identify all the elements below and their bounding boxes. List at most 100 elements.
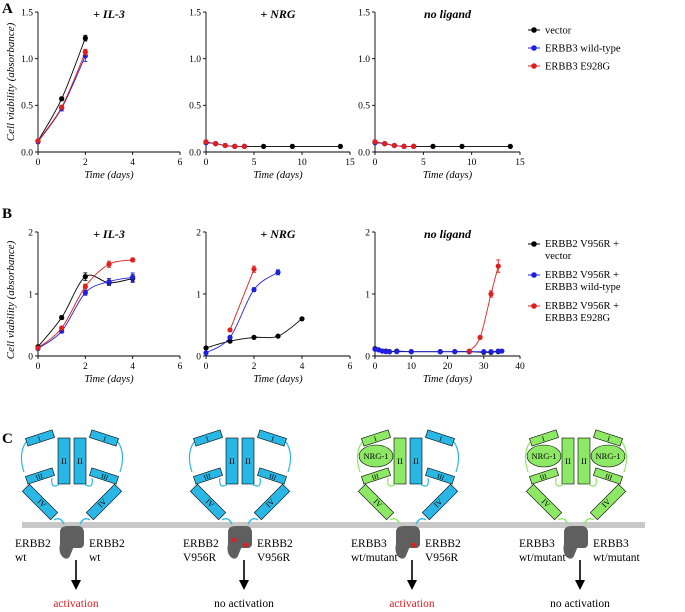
domain-i [425,429,455,447]
domain-ii [241,437,255,485]
domain-iii [593,467,623,485]
domain-iii [89,467,119,485]
domain-ii [73,437,87,485]
chart-a3: 0 5 10 15 0.0 0.5 1.0 1.5 no ligand Time (days) [358,7,525,181]
data-point [488,291,494,297]
y-tick-label: 2 [365,228,370,238]
legend-label: ERBB3 wild-type [545,282,621,293]
linker [117,441,124,473]
x-axis-label: Time (days) [84,374,134,385]
domain-iv [21,483,59,521]
x-axis-label: Time (days) [253,170,303,181]
y-tick-label: 1 [196,290,201,300]
receptor-label-right: ERBB2 [89,538,125,550]
x-axis-label: Time (days) [84,170,134,181]
x-tick-label: 6 [348,362,353,372]
arrow-head [239,580,249,590]
x-tick-label: 0 [36,158,41,168]
legend-item: ERBB3 E928G [528,62,610,73]
data-point [411,143,417,149]
y-axis-label-a: Cell viability (absorbance) [5,22,17,141]
receptor-label-right: ERBB2 [425,538,461,550]
linker [555,477,565,487]
nrg-1-ligand [358,444,394,468]
y-tick-label: 1.0 [21,55,33,65]
chart-title: no ligand [424,7,472,21]
receptor-label-right: ERBB3 [593,538,629,550]
data-point [82,290,88,296]
domain-i [593,429,623,447]
domain-ii [393,437,407,485]
series-line [205,318,303,349]
domain-i [89,429,119,447]
legend-item: ERBB2 V956R +ERBB3 wild-type [528,270,621,293]
legend-marker [531,272,537,278]
transmembrane-linker [557,517,569,525]
kinase-domain [238,528,252,548]
legend-label: vector [545,251,572,262]
y-tick-label: 1.0 [358,55,370,65]
data-point [203,350,209,356]
receptor-diagram: IIIIIIIVIIIIIIIVERBB2wtERBB2wtactivation… [15,429,645,610]
nrg-1-ligand [590,444,626,468]
linker [285,441,292,473]
y-tick-label: 0.5 [21,102,33,112]
linker [419,477,429,487]
data-point [82,274,88,280]
linker [621,441,628,473]
cell-membrane [22,522,645,528]
domain-iv [357,483,395,521]
x-tick-label: 40 [515,362,525,372]
x-tick-label: 10 [297,158,307,168]
data-point [488,349,494,355]
receptor-label-right: wt/mutant [593,552,640,564]
domain-label: III [371,472,381,482]
chart-a2: 0 5 10 15 0.0 0.5 1.0 1.5 + NRG Time (days) [189,7,355,181]
domain-ii [225,437,239,485]
linker [51,477,61,487]
chart-title: no ligand [424,227,472,241]
data-point [507,143,513,149]
data-point [466,348,472,354]
x-tick-label: 6 [178,362,183,372]
transmembrane-linker [247,517,259,525]
data-point [481,349,487,355]
legend-label: ERBB3 E928G [545,62,610,73]
arrow-head [71,580,81,590]
data-point [203,139,209,145]
domain-iv [189,483,227,521]
x-tick-label: 4 [300,362,305,372]
receptor-label-left: wt/mutant [351,552,398,564]
legend-label: vector [545,26,572,37]
data-point [382,141,388,147]
data-point [227,327,233,333]
domain-iv [253,483,291,521]
domain-iv [421,483,459,521]
linker [524,441,531,473]
x-tick-label: 4 [130,158,135,168]
chart-a1: 0 2 4 6 0.0 0.5 1.0 1.5 + IL-3 Time (days) [21,7,183,181]
x-tick-label: 0 [204,158,209,168]
domain-label: I [37,435,42,444]
x-tick-label: 20 [443,362,453,372]
x-tick-label: 30 [479,362,489,372]
legend-marker [531,303,537,309]
domain-label: II [565,456,571,466]
ligand-label: NRG-1 [363,451,388,461]
domain-iv [525,483,563,521]
data-point [59,325,65,331]
x-axis-label: Time (days) [423,374,473,385]
y-tick-label: 1 [365,290,370,300]
domain-ii [409,437,423,485]
mutation-marker [231,537,237,543]
x-tick-label: 10 [467,158,477,168]
x-tick-label: 6 [178,158,183,168]
domain-iii [529,467,559,485]
receptor-label-left: ERBB3 [519,538,555,550]
linker [251,477,261,487]
receptor-label-right: ERBB2 [257,538,293,550]
y-tick-label: 1.5 [358,8,370,18]
